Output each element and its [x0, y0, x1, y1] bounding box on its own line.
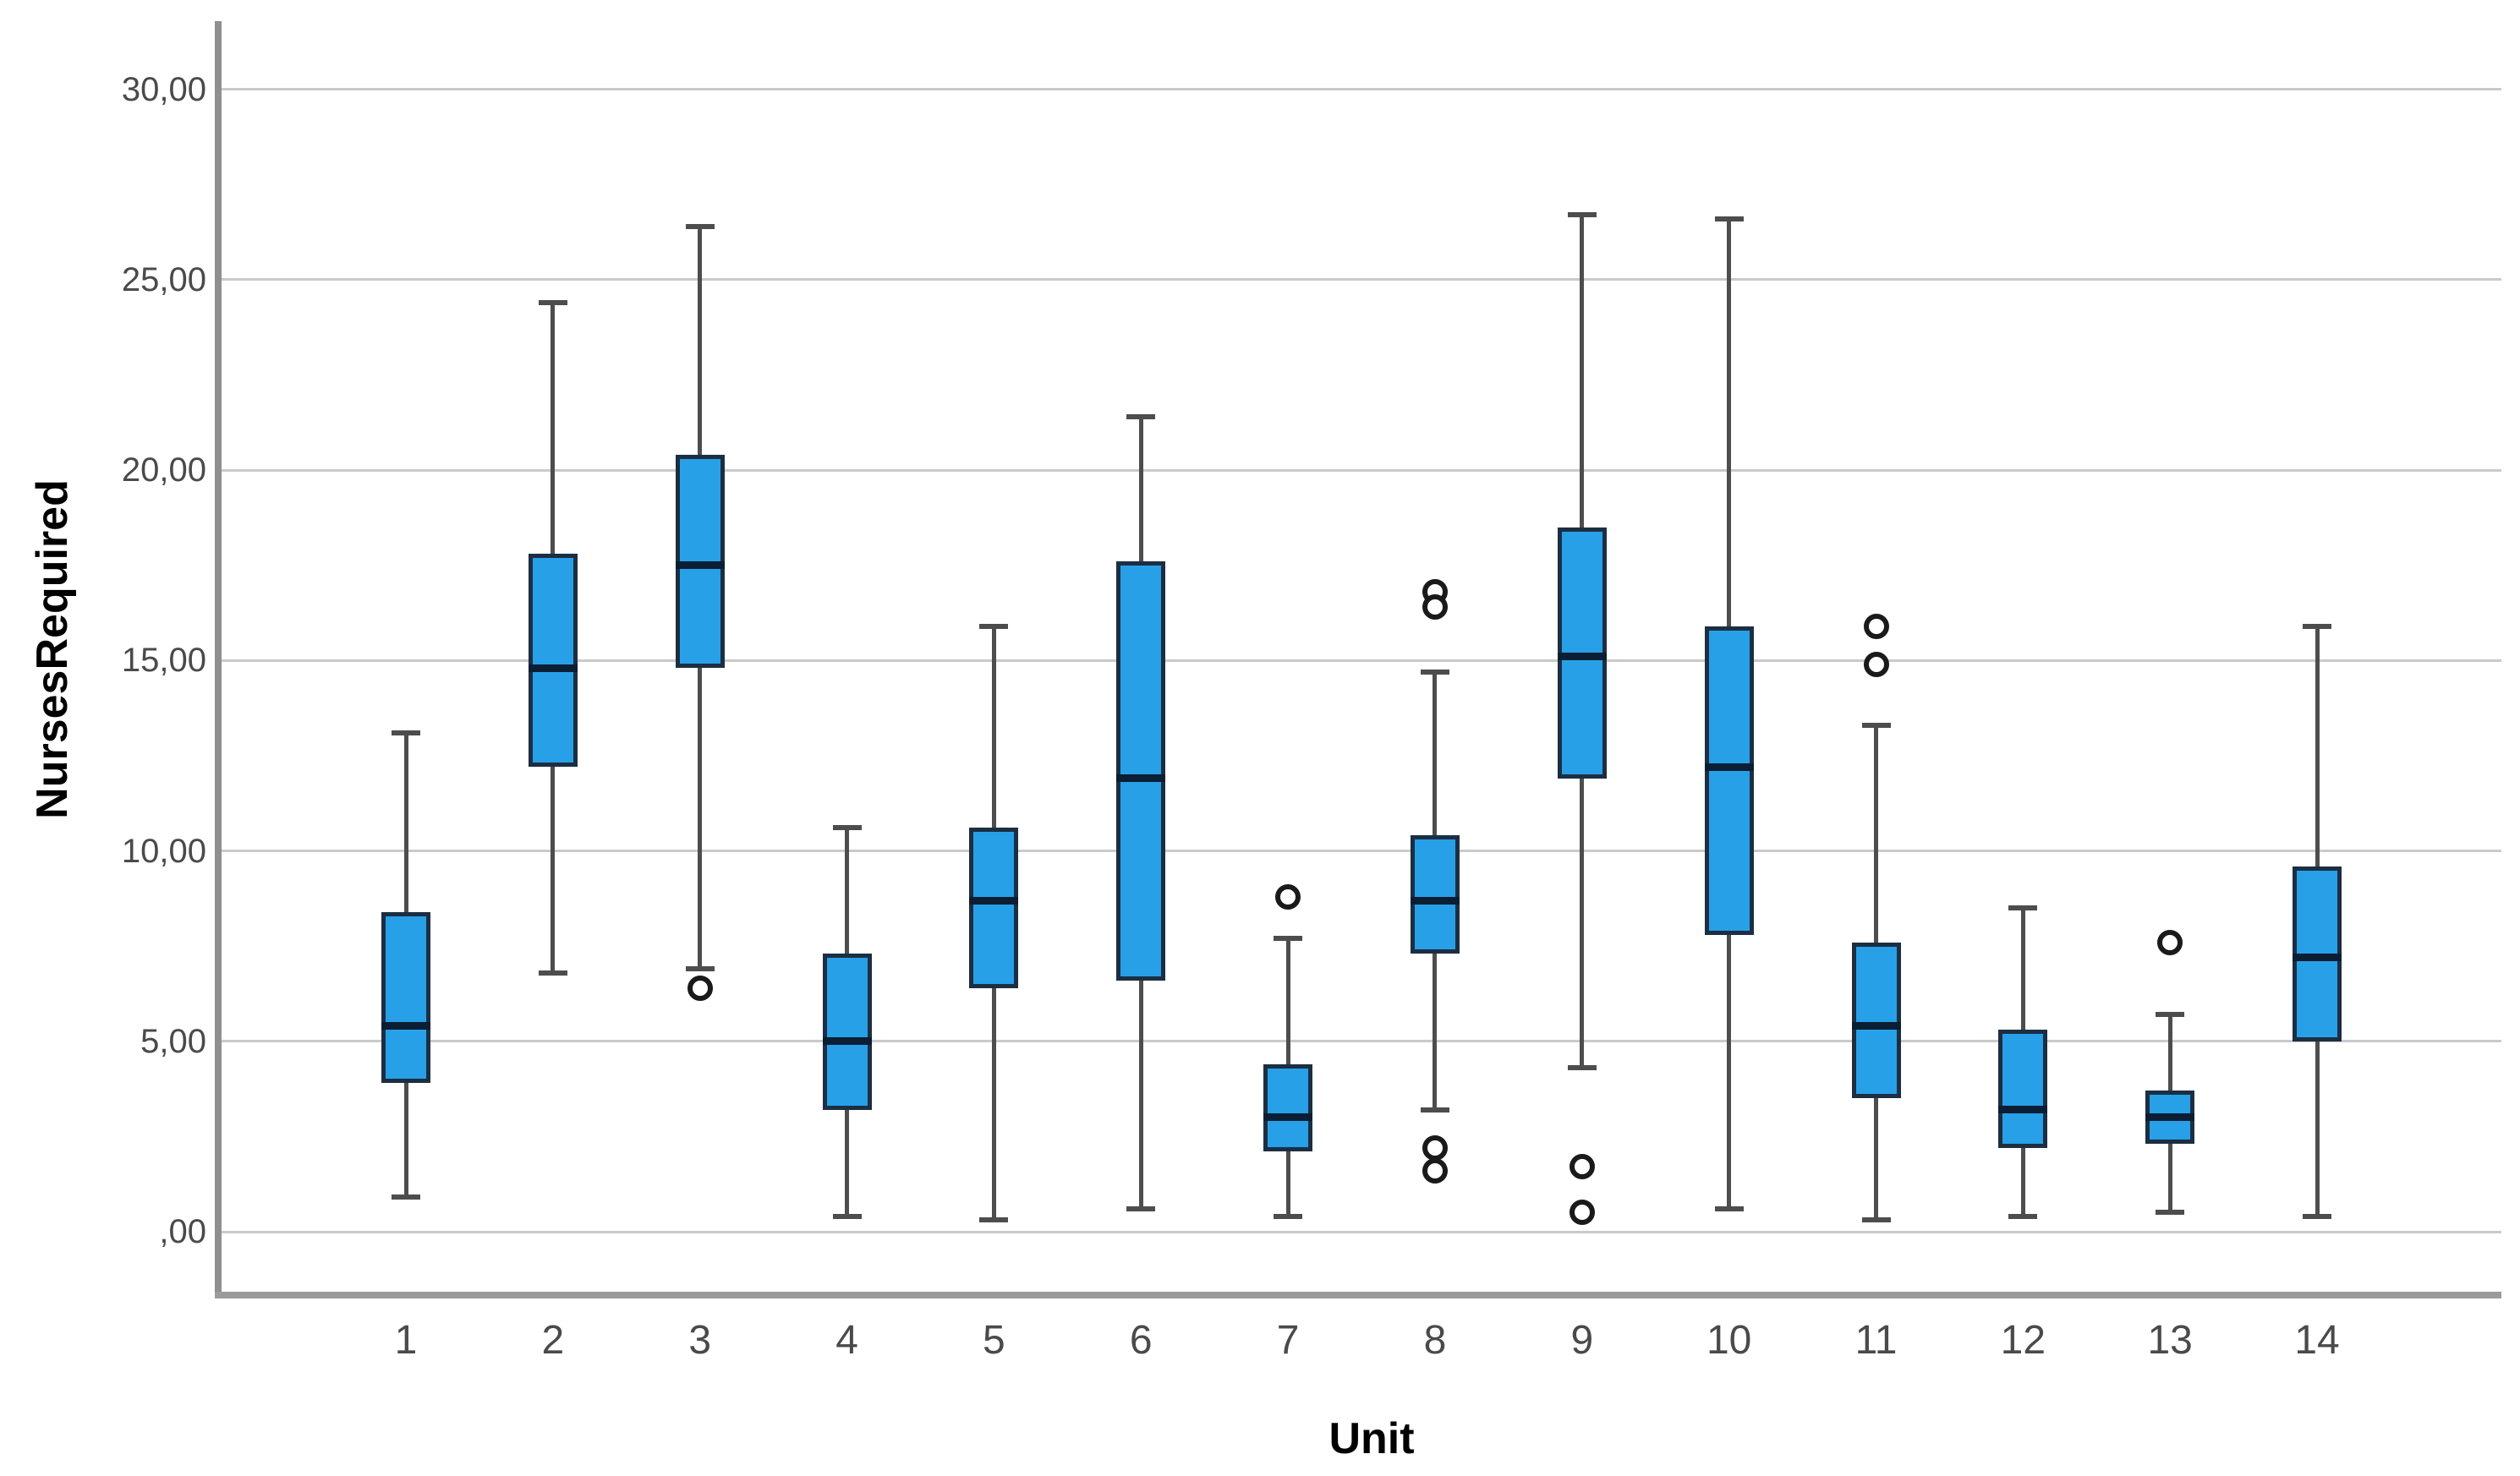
x-tick-label: 3 [688, 1318, 712, 1363]
outlier-marker [2157, 929, 2183, 955]
outlier-marker [687, 975, 713, 1001]
whisker-cap-top [538, 299, 567, 305]
gridline [222, 659, 2501, 662]
whisker-cap-bottom [1420, 1107, 1449, 1112]
whisker-cap-bottom [538, 970, 567, 976]
whisker-cap-bottom [1567, 1065, 1597, 1071]
y-tick-label: 5,00 [140, 1022, 206, 1060]
x-tick-label: 4 [835, 1318, 858, 1363]
x-tick-label: 6 [1129, 1318, 1153, 1363]
whisker-cap-top [1567, 212, 1597, 218]
x-axis-line [215, 1292, 2501, 1298]
median-line [1557, 653, 1607, 661]
median-line [2145, 1113, 2195, 1122]
median-line [1704, 763, 1754, 771]
x-tick-label: 9 [1570, 1318, 1594, 1363]
box-iqr [822, 954, 872, 1110]
x-tick-label: 8 [1423, 1318, 1447, 1363]
box-iqr [1116, 561, 1166, 981]
whisker-cap-top [979, 623, 1009, 629]
outlier-marker [1569, 1200, 1595, 1226]
whisker-cap-bottom [1126, 1205, 1156, 1211]
box-iqr [381, 911, 430, 1084]
box-iqr [1557, 527, 1607, 779]
box-iqr [969, 828, 1019, 988]
gridline [222, 278, 2501, 282]
median-line [1851, 1022, 1901, 1030]
box-iqr [1998, 1030, 2048, 1148]
whisker-cap-top [2008, 905, 2038, 911]
box-iqr [1410, 835, 1460, 954]
x-tick-label: 13 [2147, 1318, 2193, 1363]
box-iqr [675, 454, 725, 669]
x-tick-label: 7 [1276, 1318, 1300, 1363]
outlier-marker [1422, 1157, 1448, 1184]
gridline [222, 1040, 2501, 1043]
median-line [1116, 774, 1166, 783]
whisker-cap-bottom [2303, 1213, 2332, 1219]
y-tick-label: ,00 [159, 1213, 206, 1250]
y-axis-line [215, 21, 222, 1295]
y-tick-label: 20,00 [121, 451, 206, 489]
whisker-cap-top [832, 825, 862, 831]
x-axis-title: Unit [1328, 1414, 1415, 1463]
outlier-marker [1422, 1134, 1448, 1161]
whisker-cap-bottom [1714, 1205, 1744, 1211]
median-line [675, 561, 725, 570]
whisker-cap-bottom [685, 966, 715, 972]
whisker-cap-top [1420, 669, 1449, 675]
outlier-marker [1275, 883, 1301, 910]
median-line [528, 664, 578, 672]
whisker-cap-top [2303, 623, 2332, 629]
x-tick-label: 12 [2000, 1318, 2046, 1363]
x-tick-label: 5 [983, 1318, 1005, 1363]
whisker-cap-top [2156, 1012, 2185, 1018]
box-iqr [1263, 1063, 1313, 1152]
whisker-cap-top [392, 730, 420, 735]
whisker-cap-top [1861, 722, 1891, 728]
median-line [381, 1022, 430, 1030]
whisker-cap-bottom [832, 1213, 862, 1219]
outlier-marker [1569, 1154, 1595, 1180]
gridline [222, 88, 2501, 90]
whisker-cap-top [685, 223, 715, 229]
median-line [1998, 1106, 2048, 1114]
gridline [222, 1230, 2501, 1233]
gridline [222, 850, 2501, 852]
x-tick-label: 2 [541, 1318, 565, 1363]
median-line [822, 1037, 872, 1046]
whisker-cap-bottom [392, 1194, 420, 1200]
box-iqr [1851, 942, 1901, 1099]
outlier-marker [1863, 651, 1889, 677]
whisker-cap-bottom [2156, 1210, 2185, 1216]
x-tick-label: 10 [1706, 1318, 1752, 1363]
whisker-cap-top [1714, 216, 1744, 221]
whisker-cap-top [1274, 936, 1303, 942]
median-line [1410, 896, 1460, 905]
median-line [1263, 1113, 1313, 1122]
y-tick-label: 30,00 [121, 70, 206, 108]
outlier-marker [1863, 613, 1889, 639]
y-tick-label: 25,00 [121, 260, 206, 298]
box-iqr [528, 554, 578, 768]
median-line [2293, 954, 2342, 962]
whisker-cap-bottom [2008, 1213, 2038, 1219]
median-line [969, 896, 1019, 905]
x-tick-label: 1 [394, 1318, 418, 1363]
whisker-cap-top [1126, 413, 1156, 419]
whisker-cap-bottom [979, 1217, 1009, 1223]
whisker-cap-bottom [1861, 1217, 1891, 1223]
gridline [222, 468, 2501, 472]
y-tick-label: 15,00 [121, 642, 206, 680]
y-tick-label: 10,00 [121, 832, 206, 870]
x-tick-label: 11 [1854, 1318, 1898, 1363]
box-iqr [1704, 626, 1754, 935]
x-tick-label: 14 [2294, 1318, 2340, 1363]
outlier-marker [1422, 594, 1448, 620]
whisker-cap-bottom [1274, 1213, 1303, 1219]
